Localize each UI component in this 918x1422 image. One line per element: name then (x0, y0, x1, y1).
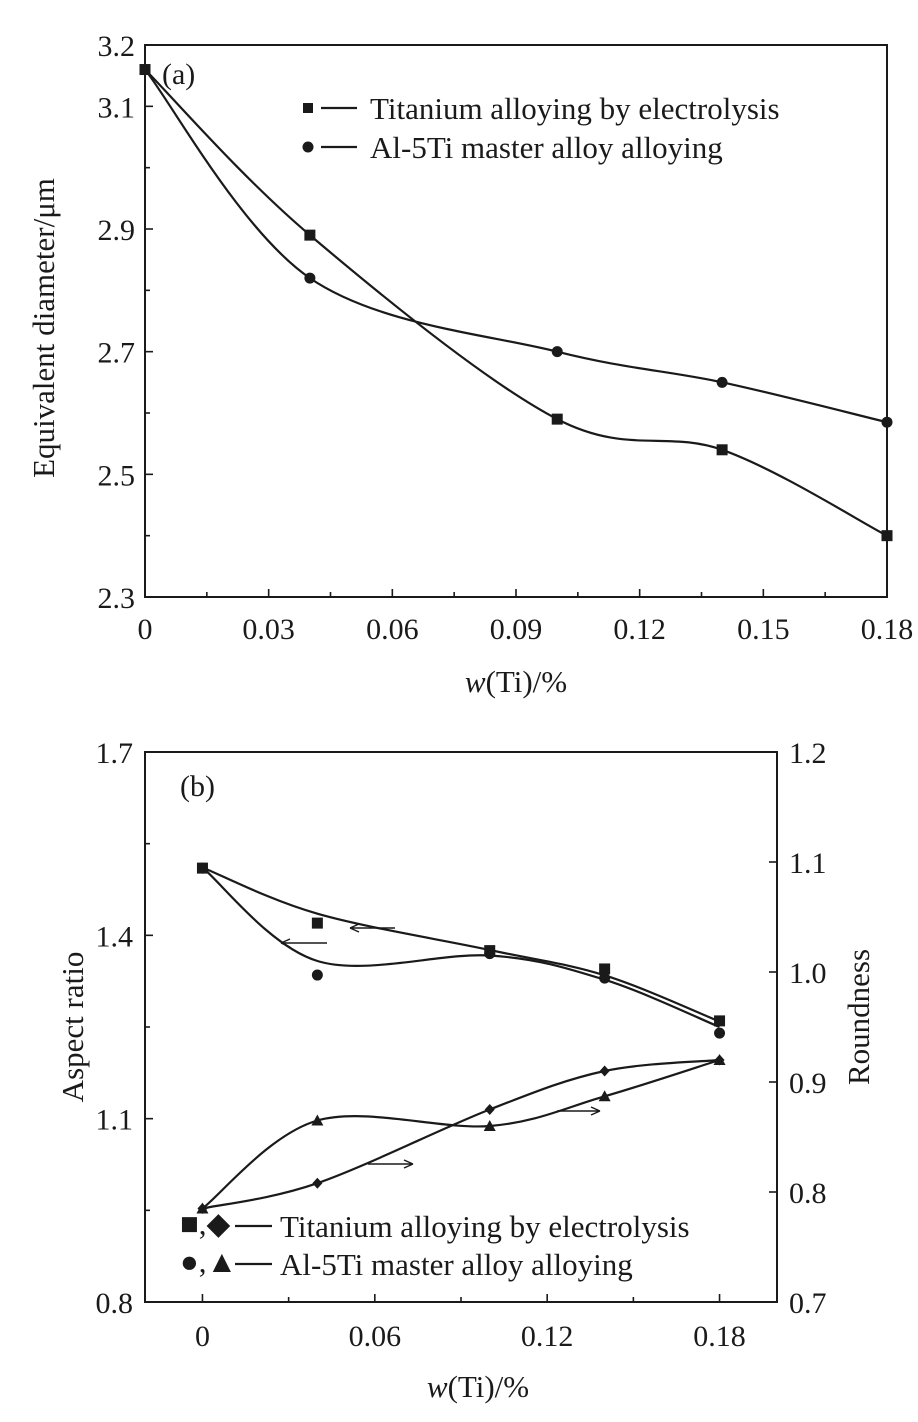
chart-b-y-tick-label: 1.7 (96, 737, 134, 770)
chart-b-data-point-circle (714, 1027, 726, 1039)
chart-b-panel-label: (b) (180, 770, 215, 803)
chart-b-legend: ■,◆ Titanium alloying by electrolysis ●,… (180, 1206, 690, 1282)
arrow-right-1 (368, 1159, 414, 1169)
chart-a-y-tick-label: 2.5 (98, 459, 136, 492)
legend-b-markers-2: ●,▲ (180, 1244, 237, 1279)
chart-a-x-tick-label: 0.03 (242, 613, 295, 646)
chart-b-data-point-triangle (483, 1120, 496, 1131)
chart-a-data-point-circle (304, 272, 316, 284)
chart-a-y-axis-label: Equivalent diameter/μm (26, 178, 61, 478)
chart-b-series-line-5 (202, 866, 720, 1023)
chart-a-data-point-square (304, 229, 316, 241)
legend-b-label-1: Titanium alloying by electrolysis (280, 1209, 690, 1244)
chart-b-data-point-square (714, 1015, 726, 1027)
chart-a-data-point-square (716, 444, 728, 456)
chart-a-x-tick-label: 0.09 (490, 613, 543, 646)
chart-b-data-point-triangle (598, 1090, 611, 1102)
chart-b-series-line-4 (201, 1058, 720, 1210)
chart-b-data-point-square (599, 963, 611, 975)
arrow-left-2 (349, 923, 395, 933)
chart-b-data-point-diamond (599, 1065, 610, 1077)
chart-b-series-line-3 (202, 1058, 720, 1210)
chart-a-x-tick-label: 0.06 (366, 613, 419, 646)
chart-b-x-axis-label: w(Ti)/% (427, 1369, 529, 1404)
chart-b-data-point-diamond (484, 1104, 495, 1115)
chart-b-y2-axis-label: Roundness (841, 949, 876, 1085)
chart-a-y-tick-label: 3.2 (98, 30, 136, 63)
chart-b-data-point-circle (599, 972, 611, 984)
chart-a-series-line-1 (144, 68, 888, 537)
legend-a-circle-marker (302, 141, 314, 153)
legend-b-label-2: Al-5Ti master alloy alloying (280, 1247, 633, 1282)
chart-b-y2-tick-label: 0.9 (789, 1067, 827, 1100)
chart-a-plot-frame (144, 44, 888, 598)
chart-b-y-axis-label: Aspect ratio (55, 952, 90, 1103)
chart-b-data-point-triangle (311, 1114, 324, 1126)
legend-a-label-2: Al-5Ti master alloy alloying (370, 130, 723, 165)
chart-a-y-tick-label: 3.1 (98, 91, 136, 124)
chart-a-data-point-circle (139, 64, 151, 76)
chart-a-y-tick-label: 2.9 (98, 214, 136, 247)
chart-a-data-point-circle (551, 346, 563, 358)
chart-a: 0 0.03 0.06 0.09 0.12 0.15 0.18 2.3 2.5 2.7 2.9 3.1… (26, 30, 913, 699)
chart-a-data-point-square (881, 530, 893, 542)
chart-b-y2-tick-label: 1.0 (789, 957, 827, 990)
chart-b-y2-tick-label: 1.2 (789, 737, 827, 770)
chart-b-x-tick-label: 0.18 (693, 1320, 746, 1353)
chart-a-panel-label: (a) (162, 58, 195, 91)
chart-b-y2-tick-label: 1.1 (789, 847, 827, 880)
chart-b-data-point-triangle (196, 1202, 209, 1214)
chart-b: 0 0.06 0.12 0.18 0.8 1.1 1.4 1.7 0.7 0.8 0.9 1.0 1.1… (55, 737, 876, 1404)
chart-b-data-point-triangle (713, 1054, 726, 1065)
arrow-right-2 (557, 1106, 601, 1116)
legend-a-label-1: Titanium alloying by electrolysis (370, 91, 780, 126)
chart-b-data-point-circle (484, 948, 496, 960)
chart-b-y-tick-label: 0.8 (96, 1287, 134, 1320)
chart-b-data-point-circle (311, 969, 323, 981)
chart-a-legend: Titanium alloying by electrolysis Al-5Ti… (302, 91, 780, 165)
chart-a-x-tick-label: 0.12 (613, 613, 666, 646)
chart-b-x-tick-label: 0.12 (521, 1320, 574, 1353)
chart-a-x-axis-label: w(Ti)/% (465, 664, 567, 699)
chart-b-x-tick-label: 0.06 (349, 1320, 402, 1353)
chart-b-x-tick-label: 0 (195, 1320, 210, 1353)
chart-b-data-point-circle (196, 862, 208, 874)
chart-b-data-point-diamond (312, 1177, 323, 1189)
chart-b-y-tick-label: 1.1 (96, 1104, 134, 1137)
legend-a-square-marker (303, 103, 313, 113)
chart-b-y2-tick-label: 0.7 (789, 1287, 827, 1320)
chart-b-y2-tick-label: 0.8 (789, 1177, 827, 1210)
chart-a-data-point-circle (716, 376, 728, 388)
chart-a-y-tick-label: 2.3 (98, 582, 136, 615)
chart-a-x-tick-label: 0 (138, 613, 153, 646)
arrow-left-1 (280, 938, 327, 948)
chart-a-series-line-2 (144, 68, 888, 424)
chart-a-x-tick-label: 0.15 (737, 613, 790, 646)
legend-b-markers-1: ■,◆ (180, 1206, 230, 1241)
chart-a-data-point-circle (881, 416, 893, 428)
chart-a-x-tick-label: 0.18 (861, 613, 914, 646)
chart-b-series-line-6 (201, 866, 720, 1029)
chart-a-data-point-square (551, 413, 563, 425)
axis-direction-arrows (280, 923, 601, 1169)
chart-b-y-tick-label: 1.4 (96, 920, 134, 953)
chart-a-y-tick-label: 2.7 (98, 337, 136, 370)
chart-b-data-point-square (311, 917, 323, 929)
